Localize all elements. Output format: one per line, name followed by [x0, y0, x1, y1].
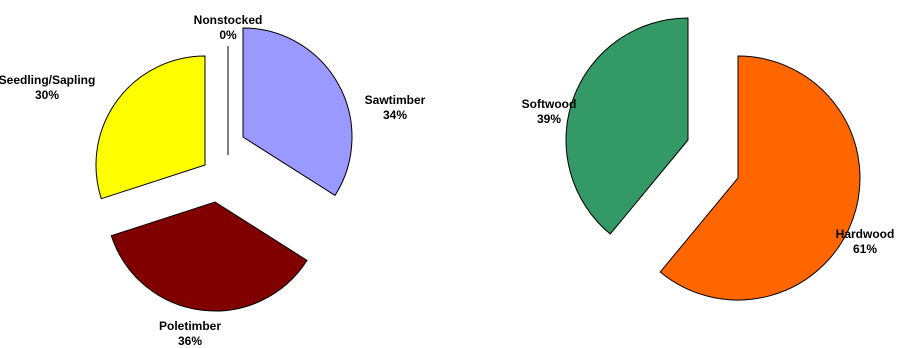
pie-slice-hardwood	[659, 55, 861, 301]
pie-slice-sawtimber	[242, 27, 353, 197]
data-label-sawtimber: Sawtimber 34%	[365, 93, 426, 122]
pie-chart-forest-type: Hardwood 61% Softwood 39%	[522, 17, 895, 301]
data-label-softwood: Softwood 39%	[522, 97, 577, 126]
pie-chart-stocking: Sawtimber 34% Poletimber 36% Seedling/Saplin…	[0, 13, 426, 348]
data-label-poletimber: Poletimber 36%	[159, 319, 221, 348]
pie-slice-softwood	[565, 17, 689, 235]
data-label-seedling-sapling: Seedling/Sapling 30%	[0, 73, 95, 102]
data-label-hardwood: Hardwood 61%	[836, 227, 895, 256]
pie-slice-poletimber	[110, 201, 308, 312]
pie-slice-seedling-sapling	[95, 55, 206, 200]
data-label-nonstocked: Nonstocked 0%	[194, 13, 263, 42]
